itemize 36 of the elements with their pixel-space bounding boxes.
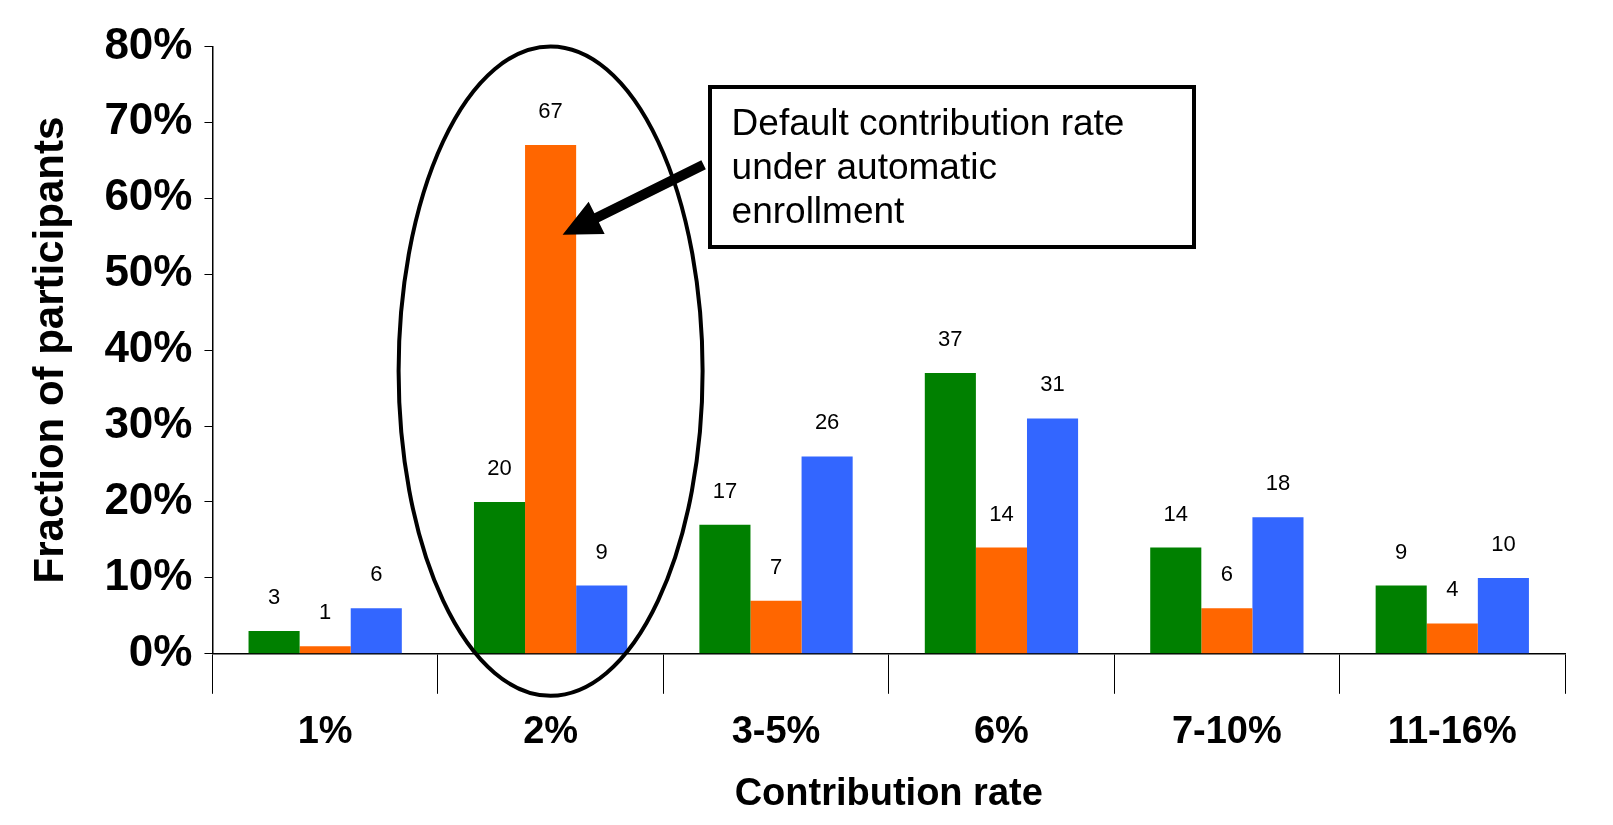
y-tick-label: 0% — [128, 625, 193, 675]
y-axis-title: Fraction of participants — [24, 116, 72, 584]
data-label: 17 — [712, 477, 738, 503]
y-tick-label: 70% — [104, 94, 193, 144]
data-label: 7 — [769, 553, 783, 579]
x-tick-label: 2% — [523, 709, 579, 752]
data-label: 4 — [1446, 576, 1459, 602]
x-tick-label: 3-5% — [731, 709, 821, 752]
x-tick-label: 1% — [297, 709, 353, 752]
x-axis-title: Contribution rate — [734, 770, 1043, 813]
x-tick-label: 6% — [973, 709, 1029, 752]
data-label: 9 — [595, 538, 608, 564]
data-label: 10 — [1491, 530, 1516, 556]
data-label: 37 — [938, 325, 963, 351]
y-tick-label: 10% — [104, 550, 193, 600]
annotation: Default contribution rate under automatic enrollment — [707, 84, 1196, 249]
data-label: 20 — [487, 455, 512, 481]
x-tick-label: 7-10% — [1171, 709, 1282, 752]
data-label: 67 — [538, 98, 563, 124]
data-label: 14 — [989, 500, 1014, 526]
data-label: 31 — [1040, 371, 1065, 397]
y-tick-label: 30% — [104, 398, 193, 448]
data-label: 1 — [319, 599, 332, 625]
data-label: 14 — [1163, 500, 1189, 526]
data-label: 9 — [1395, 538, 1408, 564]
data-label: 3 — [267, 584, 281, 610]
y-tick-label: 40% — [104, 322, 193, 372]
x-tick-label: 11-16% — [1387, 709, 1517, 752]
y-tick-label: 60% — [104, 170, 193, 220]
y-tick-label: 20% — [104, 474, 193, 524]
y-tick-label: 50% — [104, 246, 193, 296]
data-label: 18 — [1265, 470, 1291, 496]
data-label: 6 — [1220, 561, 1233, 587]
data-label: 6 — [370, 561, 383, 587]
data-label: 26 — [814, 409, 840, 435]
y-tick-label: 80% — [104, 18, 193, 68]
